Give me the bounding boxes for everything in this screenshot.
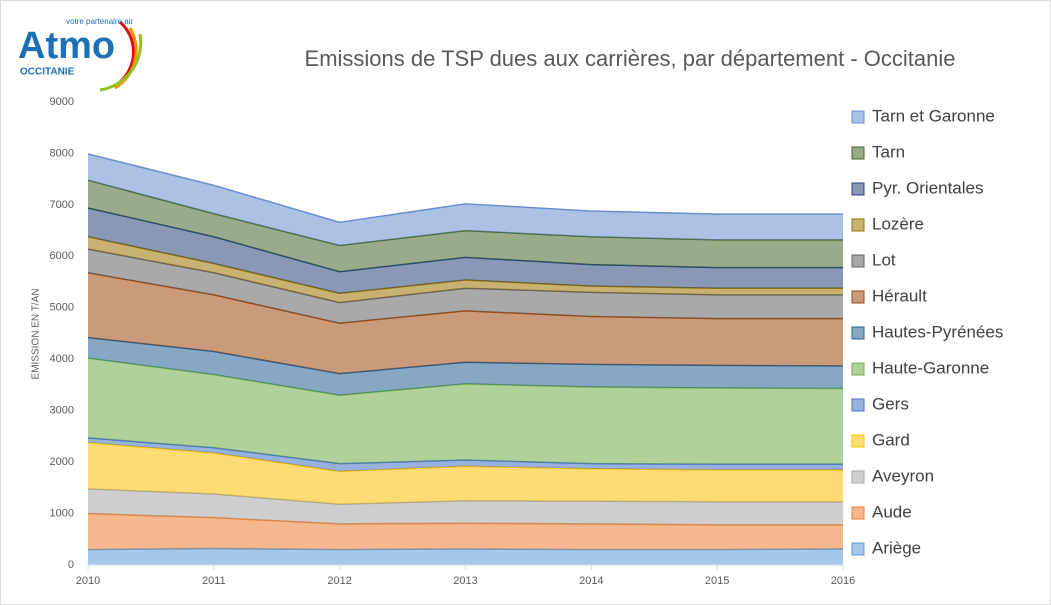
y-tick-label: 2000	[50, 456, 74, 468]
area	[88, 236, 843, 303]
logo-region: OCCITANIE	[20, 67, 75, 78]
legend-label: Gers	[872, 394, 909, 413]
legend-swatch	[851, 470, 865, 484]
area-edge	[87, 336, 844, 375]
legend-swatch	[851, 110, 865, 124]
legend-swatch	[851, 506, 865, 520]
legend-label: Pyr. Orientales	[872, 178, 984, 197]
x-tick-label: 2010	[76, 575, 100, 587]
legend-label: Lot	[872, 250, 896, 269]
legend-label: Aude	[872, 502, 912, 521]
legend-label: Tarn	[872, 142, 905, 161]
legend-swatch	[851, 146, 865, 160]
logo-tagline: votre partenaire air	[66, 17, 133, 26]
x-tick-label: 2011	[202, 575, 226, 587]
area-edge	[87, 248, 843, 304]
x-tick-label: 2015	[705, 575, 729, 587]
y-tick-label: 7000	[50, 199, 74, 211]
legend-swatch	[851, 254, 865, 268]
legend-swatch	[851, 362, 865, 376]
legend-swatch	[851, 326, 865, 340]
area	[88, 153, 843, 246]
area	[88, 337, 843, 396]
legend-label: Haute-Garonne	[872, 358, 989, 377]
legend-label: Tarn et Garonne	[872, 106, 995, 125]
legend-swatch	[851, 398, 865, 412]
area	[88, 180, 843, 272]
area	[88, 488, 843, 525]
area-edge	[87, 236, 843, 295]
y-tick-label: 9000	[50, 96, 74, 108]
area	[88, 513, 843, 550]
legend-swatch	[851, 218, 865, 232]
y-tick-label: 5000	[50, 302, 74, 314]
legend-swatch	[851, 542, 865, 556]
area	[88, 207, 843, 294]
legend-label: Ariège	[872, 538, 921, 557]
legend-label: Aveyron	[872, 466, 934, 485]
legend-swatch	[851, 290, 865, 304]
y-tick-label: 0	[68, 559, 74, 571]
y-axis-label: EMISSION EN T/AN	[31, 289, 42, 380]
area	[88, 272, 843, 374]
y-tick-label: 8000	[50, 147, 74, 159]
x-tick-label: 2016	[831, 575, 855, 587]
area-edge	[87, 153, 843, 224]
legend-swatch	[851, 182, 865, 196]
y-tick-label: 4000	[50, 353, 74, 365]
x-tick-label: 2012	[327, 575, 351, 587]
legend-label: Lozère	[872, 214, 924, 233]
y-tick-label: 6000	[50, 250, 74, 262]
area	[88, 249, 843, 324]
x-tick-label: 2013	[453, 575, 477, 587]
area	[88, 442, 843, 505]
area	[88, 437, 843, 472]
logo-name: Atmo	[18, 25, 115, 67]
y-tick-label: 3000	[50, 405, 74, 417]
legend-label: Hautes-Pyrénées	[872, 322, 1003, 341]
y-tick-label: 1000	[50, 507, 74, 519]
x-tick-label: 2014	[579, 575, 603, 587]
area	[88, 358, 843, 465]
logo: Atmo votre partenaire air OCCITANIE	[18, 17, 143, 92]
logo-arc	[99, 33, 143, 92]
legend-label: Hérault	[872, 286, 927, 305]
logo-arc	[114, 27, 138, 90]
area	[88, 548, 843, 565]
legend-swatch	[851, 434, 865, 448]
chart-title: Emissions de TSP dues aux carrières, par…	[305, 46, 956, 71]
legend-label: Gard	[872, 430, 910, 449]
